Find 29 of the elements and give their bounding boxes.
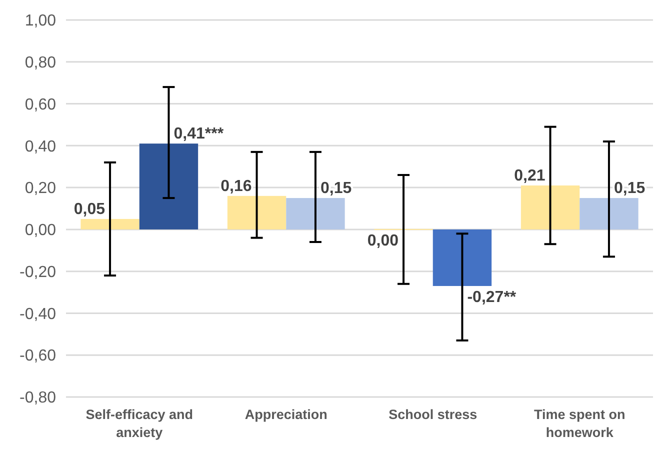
bar	[139, 144, 198, 230]
y-tick-label: 0,00	[24, 222, 56, 240]
x-tick-label: Self-efficacy and anxiety	[86, 407, 194, 440]
data-label: 0,15	[614, 180, 646, 198]
y-tick-label: -0,20	[20, 264, 56, 281]
data-label: 0,15	[320, 180, 352, 198]
bar	[227, 196, 286, 230]
y-tick-label: 0,80	[24, 54, 56, 72]
x-tick-label: Appreciation	[244, 407, 328, 422]
data-label: 0,16	[220, 178, 252, 195]
bar	[80, 218, 140, 230]
data-label: -0,27**	[467, 288, 517, 306]
x-tick-label: School stress	[388, 407, 478, 422]
y-tick-label: 0,60	[24, 96, 56, 114]
y-tick-label: 0,20	[24, 180, 56, 198]
y-tick-label: 1,00	[24, 12, 56, 30]
y-tick-label: -0,60	[20, 348, 56, 365]
y-tick-label: -0,40	[20, 306, 56, 323]
bar	[432, 229, 492, 286]
data-label: 0,21	[514, 167, 546, 184]
data-label: 0,41***	[174, 126, 224, 143]
data-label: 0,00	[367, 232, 399, 250]
bar	[580, 198, 638, 230]
y-tick-label: 0,40	[24, 138, 56, 156]
x-tick-label: Time spent on homework	[534, 407, 626, 440]
bar	[286, 198, 345, 230]
bar	[520, 185, 580, 230]
y-tick-label: -0,80	[20, 390, 56, 407]
data-label: 0,05	[74, 200, 106, 218]
